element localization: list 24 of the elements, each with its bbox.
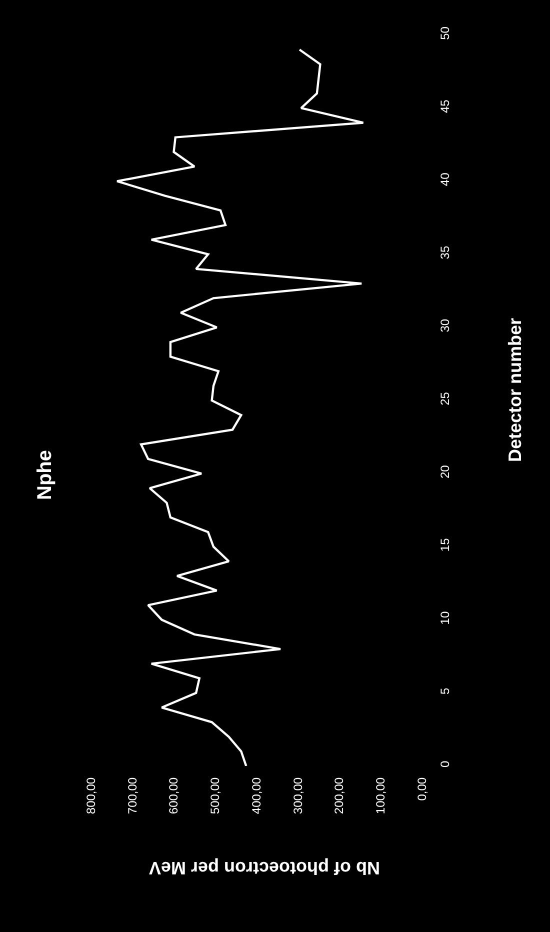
x-axis-title: Nb of photoectron per MeV — [149, 858, 380, 878]
y-tick-label: 40 — [438, 172, 452, 186]
x-tick-label: 700,00 — [125, 777, 140, 814]
y-axis-title: Detector number — [505, 318, 525, 462]
x-tick-label: 500,00 — [208, 777, 222, 814]
x-tick-label: 300,00 — [290, 777, 305, 814]
x-tick-label: 0,00 — [414, 777, 429, 801]
y-tick-label: 45 — [438, 99, 452, 113]
x-tick-label: 800,00 — [84, 777, 98, 814]
y-tick-label: 50 — [438, 26, 452, 40]
y-tick-label: 20 — [438, 464, 452, 478]
y-tick-label: 10 — [438, 611, 452, 625]
x-tick-label: 100,00 — [374, 777, 388, 814]
y-tick-label: 0 — [438, 760, 452, 768]
x-tick-label: 400,00 — [249, 777, 264, 814]
y-tick-label: 30 — [438, 318, 452, 332]
y-tick-label: 5 — [438, 687, 452, 694]
line-series — [116, 48, 364, 766]
text: Nphe — [34, 450, 56, 500]
y-tick-label: 35 — [438, 246, 452, 260]
y-tick-label: 15 — [438, 538, 452, 552]
x-tick-label: 200,00 — [332, 777, 346, 814]
y-tick-label: 25 — [438, 392, 452, 406]
x-tick-label: 600,00 — [166, 777, 181, 814]
